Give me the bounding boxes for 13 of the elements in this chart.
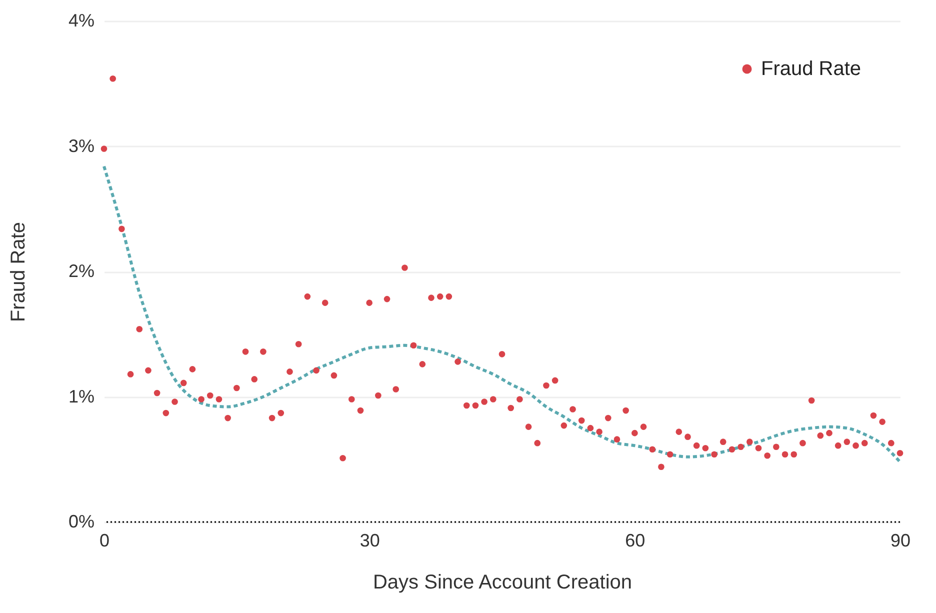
x-tick-label: 60 xyxy=(625,530,646,550)
x-tick-label: 90 xyxy=(890,530,911,550)
y-axis-title: Fraud Rate xyxy=(7,222,30,322)
y-tick-label: 4% xyxy=(68,10,94,30)
x-tick-label: 0 xyxy=(99,530,110,550)
x-tick-label: 30 xyxy=(360,530,380,550)
y-tick-label: 1% xyxy=(68,386,94,406)
x-axis-title: Days Since Account Creation xyxy=(372,572,632,594)
y-tick-label: 2% xyxy=(68,261,94,281)
y-tick-label: 0% xyxy=(68,512,94,532)
line-series xyxy=(102,164,902,464)
y-tick-label: 3% xyxy=(68,136,94,156)
legend-label: Fraud Rate xyxy=(761,58,862,80)
